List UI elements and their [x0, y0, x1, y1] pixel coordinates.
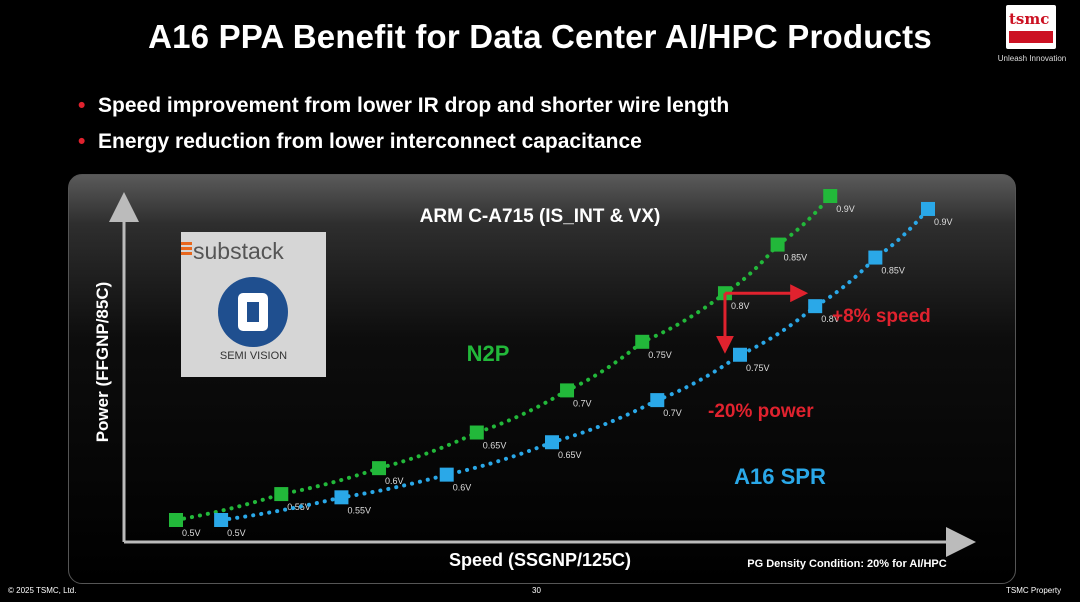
footer-copyright: © 2025 TSMC, Ltd. — [8, 586, 77, 595]
bullet-dot-icon: • — [78, 130, 86, 153]
series-label-n2p: N2P — [467, 341, 510, 366]
semi-vision-logo-icon — [218, 277, 288, 347]
data-point — [823, 189, 838, 203]
data-label: 0.65V — [558, 450, 582, 460]
data-point — [372, 461, 387, 476]
data-label: 0.9V — [934, 217, 953, 227]
slide-title: A16 PPA Benefit for Data Center AI/HPC P… — [148, 18, 932, 55]
annotation-layer — [715, 284, 809, 354]
data-label: 0.5V — [227, 528, 246, 538]
x-axis-label: Speed (SSGNP/125C) — [449, 550, 631, 570]
data-point — [469, 425, 484, 440]
semi-vision-name: SEMI VISION — [219, 350, 288, 362]
bullet-list: • Speed improvement from lower IR drop an… — [78, 88, 729, 160]
substack-watermark: substack SEMI VISION — [181, 232, 326, 377]
speed-annotation: +8% speed — [832, 306, 931, 327]
data-label: 0.85V — [881, 266, 905, 276]
data-point — [439, 467, 454, 482]
tsmc-logo-bar — [1009, 31, 1053, 43]
tsmc-logo: tsmc Unleash Innovation — [994, 5, 1070, 67]
bullet-dot-icon: • — [78, 94, 86, 117]
series-line-1 — [219, 206, 930, 522]
data-label: 0.7V — [573, 398, 592, 408]
data-label: 0.9V — [836, 204, 855, 214]
bullet-item: • Speed improvement from lower IR drop an… — [78, 88, 729, 124]
y-axis-label: Power (FFGNP/85C) — [93, 282, 112, 443]
data-point — [733, 347, 747, 362]
series-layer: 0.5V 0.55V 0.6V 0.65V 0.7V 0.75V 0.8V 0.85V 0.9V… — [169, 189, 953, 538]
data-point — [214, 513, 229, 527]
footer-page-number: 30 — [532, 586, 541, 595]
data-point — [545, 435, 559, 450]
data-label: 0.8V — [821, 314, 840, 324]
data-point — [169, 513, 183, 527]
data-label: 0.7V — [663, 408, 682, 418]
power-annotation: -20% power — [708, 401, 814, 422]
data-point — [808, 299, 823, 314]
data-point — [921, 201, 935, 216]
data-label: 0.85V — [784, 253, 808, 263]
data-label: 0.75V — [746, 363, 770, 373]
substack-icon — [181, 242, 192, 258]
data-point — [334, 490, 349, 505]
series-line-0 — [174, 194, 833, 522]
data-label: 0.6V — [385, 476, 404, 486]
bullet-text: Speed improvement from lower IR drop and… — [98, 94, 730, 117]
condition-note: PG Density Condition: 20% for AI/HPC — [747, 558, 946, 570]
data-point — [868, 250, 883, 265]
data-point — [650, 393, 665, 408]
bullet-item: • Energy reduction from lower interconnec… — [78, 124, 729, 160]
chart-title: ARM C-A715 (IS_INT & VX) — [420, 206, 661, 227]
data-label: 0.75V — [648, 350, 672, 360]
data-label: 0.8V — [731, 301, 750, 311]
series-label-a16: A16 SPR — [734, 464, 826, 489]
tsmc-logo-text: tsmc — [1009, 10, 1050, 28]
bullet-text: Energy reduction from lower interconnect… — [98, 130, 642, 153]
data-label: 0.65V — [483, 441, 507, 451]
data-label: 0.6V — [453, 483, 472, 493]
data-label: 0.5V — [182, 528, 201, 538]
data-point — [274, 487, 289, 502]
data-point — [635, 334, 650, 349]
data-point — [560, 383, 575, 398]
substack-brand: substack — [193, 238, 284, 264]
tsmc-tagline: Unleash Innovation — [997, 54, 1067, 63]
footer-property: TSMC Property — [1006, 586, 1062, 595]
data-label: 0.55V — [347, 505, 371, 515]
data-point — [770, 237, 785, 252]
